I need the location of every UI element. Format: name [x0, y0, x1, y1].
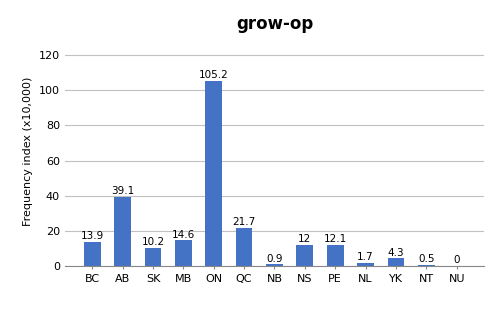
- Bar: [114, 197, 131, 266]
- Bar: [145, 248, 161, 266]
- Title: grow-op: grow-op: [236, 15, 313, 33]
- Text: 105.2: 105.2: [199, 70, 229, 80]
- Bar: [175, 240, 192, 266]
- Bar: [206, 81, 222, 266]
- Text: 0.5: 0.5: [418, 254, 435, 264]
- Text: 14.6: 14.6: [172, 229, 195, 239]
- Bar: [357, 263, 374, 266]
- Text: 39.1: 39.1: [111, 187, 134, 197]
- Text: 13.9: 13.9: [81, 231, 104, 241]
- Bar: [327, 245, 343, 266]
- Text: 10.2: 10.2: [141, 237, 165, 247]
- Text: 1.7: 1.7: [357, 252, 374, 262]
- Text: 0: 0: [454, 255, 460, 265]
- Bar: [266, 264, 283, 266]
- Bar: [296, 245, 313, 266]
- Text: 21.7: 21.7: [233, 217, 255, 227]
- Bar: [236, 228, 252, 266]
- Bar: [84, 242, 101, 266]
- Bar: [418, 265, 435, 266]
- Y-axis label: Frequency index (x10,000): Frequency index (x10,000): [23, 77, 33, 227]
- Text: 0.9: 0.9: [266, 254, 283, 264]
- Text: 12.1: 12.1: [323, 234, 347, 244]
- Text: 12: 12: [298, 234, 311, 244]
- Bar: [388, 259, 404, 266]
- Text: 4.3: 4.3: [388, 248, 404, 258]
